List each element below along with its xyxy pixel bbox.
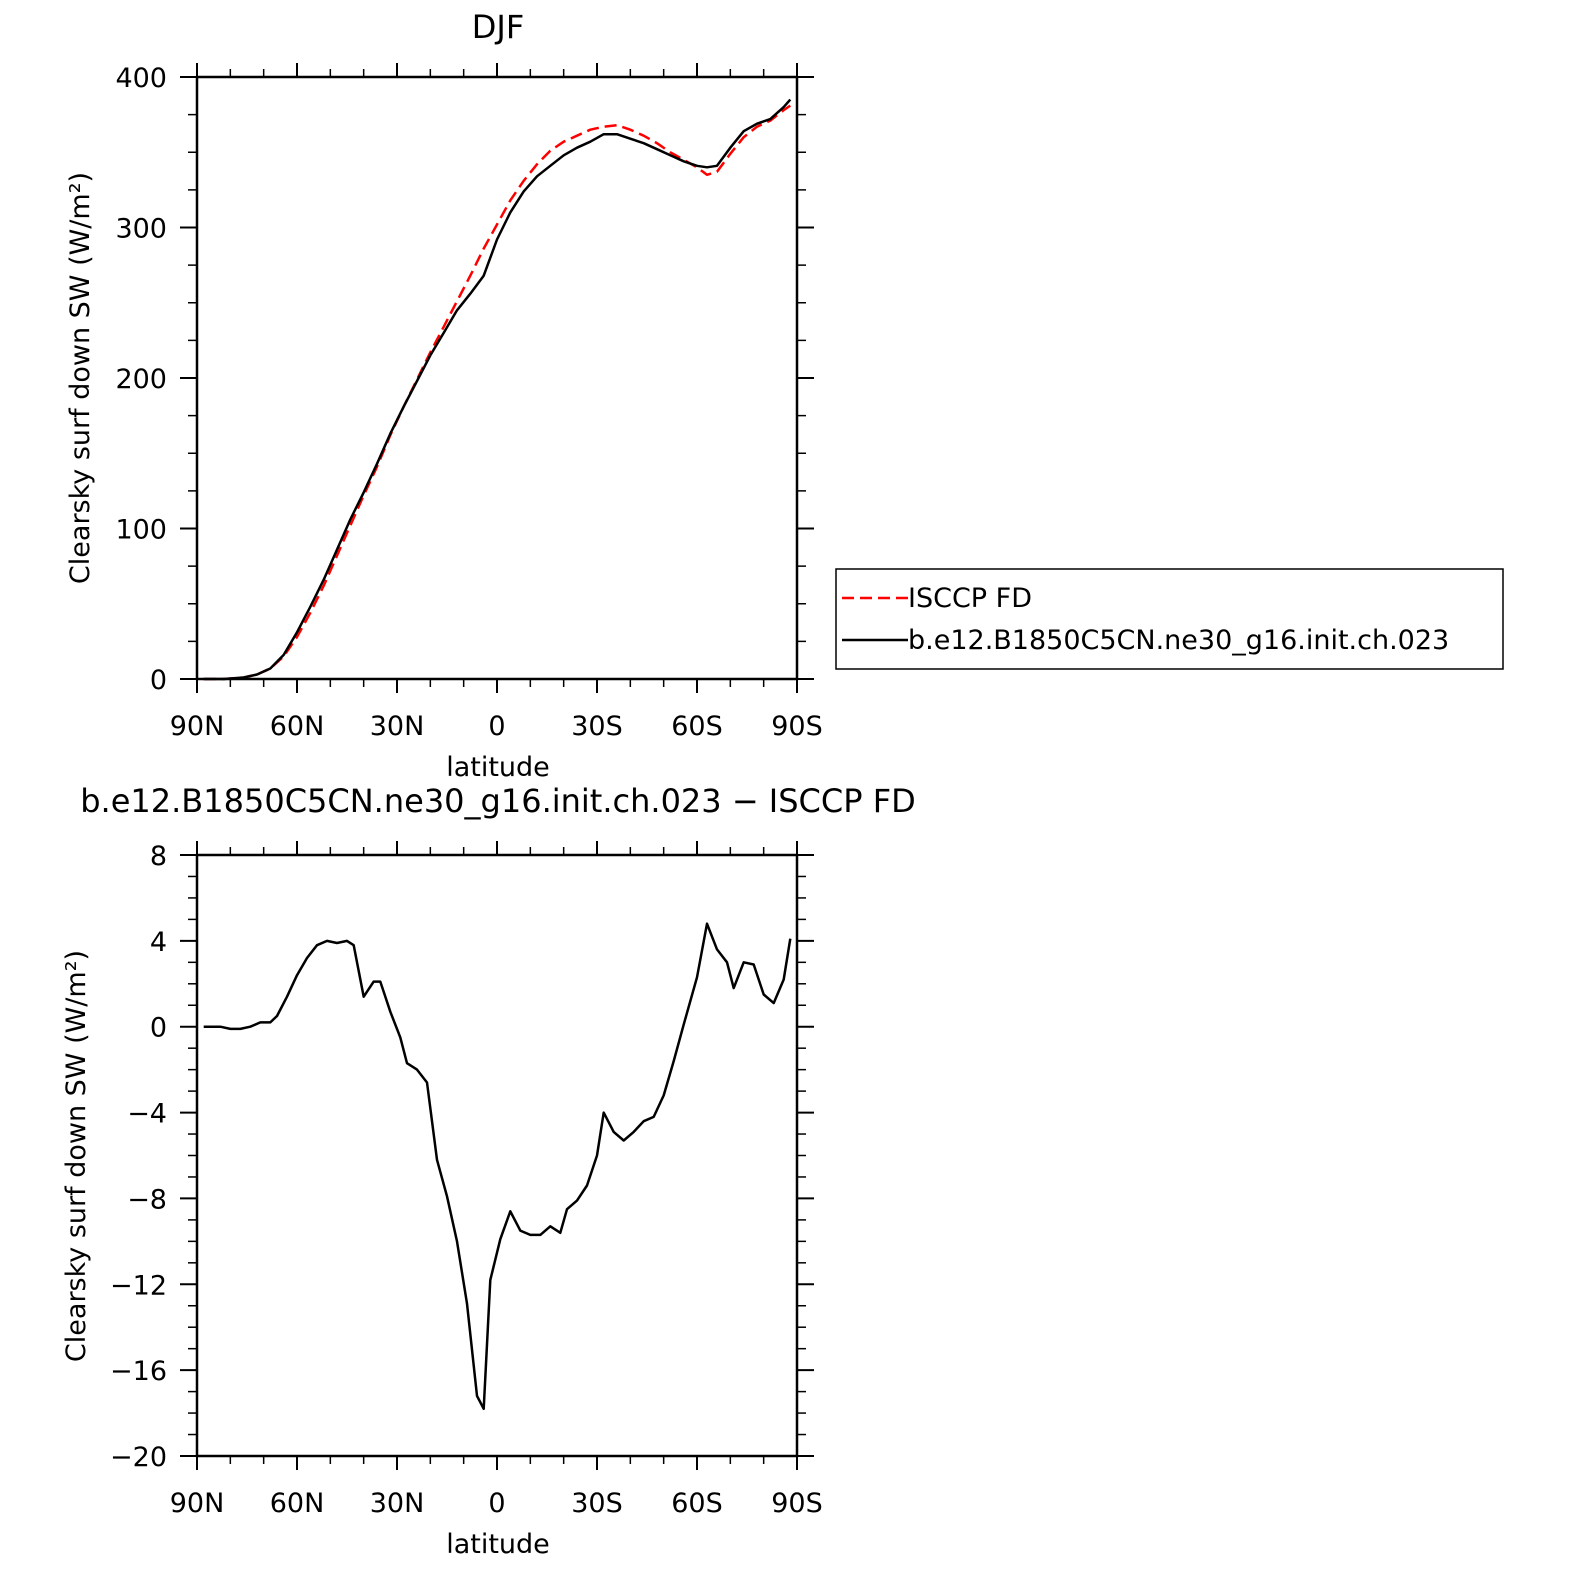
legend-box (835, 568, 1504, 670)
x-tick-label: 60S (671, 711, 723, 742)
bottom-plot-frame (195, 853, 799, 1458)
y-tick-label: −12 (110, 1270, 167, 1301)
y-tick-label: −8 (127, 1184, 167, 1215)
top-x-axis-label: latitude (446, 752, 550, 783)
y-tick-label: 0 (150, 665, 167, 696)
top-series-group (203, 98, 792, 681)
y-tick-label: 200 (115, 364, 167, 395)
bottom-tick-labels: 90N 60N 30N 0 30S 60S 90S −20 −16 −12 −8 −4 0 4 8 (110, 841, 823, 1519)
x-tick-label: 30S (571, 711, 623, 742)
x-tick-label: 60N (270, 711, 325, 742)
y-tick-label: 0 (150, 1013, 167, 1044)
top-chart-title: DJF (472, 8, 524, 46)
series-line-model (203, 98, 792, 681)
bottom-panel: b.e12.B1850C5CN.ne30_g16.init.ch.023 − I… (61, 782, 916, 1560)
y-tick-label: 300 (115, 214, 167, 245)
legend-label-model: b.e12.B1850C5CN.ne30_g16.init.ch.023 (908, 625, 1449, 656)
x-tick-label: 0 (488, 711, 505, 742)
bottom-ticks (180, 841, 814, 1470)
x-tick-label: 90N (170, 1488, 225, 1519)
y-tick-label: −4 (127, 1099, 167, 1130)
top-tick-labels: 90N 60N 30N 0 30S 60S 90S 0 100 200 300 400 (115, 63, 822, 742)
x-tick-label: 90S (771, 1488, 823, 1519)
legend: ISCCP FD b.e12.B1850C5CN.ne30_g16.init.c… (835, 568, 1504, 670)
bottom-series-group (203, 922, 792, 1411)
x-tick-label: 30N (370, 711, 425, 742)
top-panel: DJF 90N 60N 30N 0 30S 60S 90S 0 100 200 300 400 lat… (65, 8, 823, 783)
y-tick-label: 400 (115, 63, 167, 94)
x-tick-label: 30N (370, 1488, 425, 1519)
x-tick-label: 30S (571, 1488, 623, 1519)
bottom-chart-title: b.e12.B1850C5CN.ne30_g16.init.ch.023 − I… (80, 782, 916, 820)
x-tick-label: 90S (771, 711, 823, 742)
bottom-y-axis-label: Clearsky surf down SW (W/m²) (61, 950, 92, 1362)
bottom-x-axis-label: latitude (446, 1529, 550, 1560)
x-tick-label: 60N (270, 1488, 325, 1519)
y-tick-label: 100 (115, 515, 167, 546)
legend-label-isccp: ISCCP FD (908, 583, 1032, 614)
top-ticks (180, 63, 814, 693)
series-line-isccp (203, 104, 792, 681)
top-plot-frame (195, 75, 799, 681)
x-tick-label: 0 (488, 1488, 505, 1519)
y-tick-label: −16 (110, 1356, 167, 1387)
x-tick-label: 90N (170, 711, 225, 742)
y-tick-label: −20 (110, 1442, 167, 1473)
x-tick-label: 60S (671, 1488, 723, 1519)
difference-line (203, 922, 792, 1411)
top-y-axis-label: Clearsky surf down SW (W/m²) (65, 172, 96, 584)
y-tick-label: 8 (150, 841, 167, 872)
y-tick-label: 4 (150, 927, 167, 958)
